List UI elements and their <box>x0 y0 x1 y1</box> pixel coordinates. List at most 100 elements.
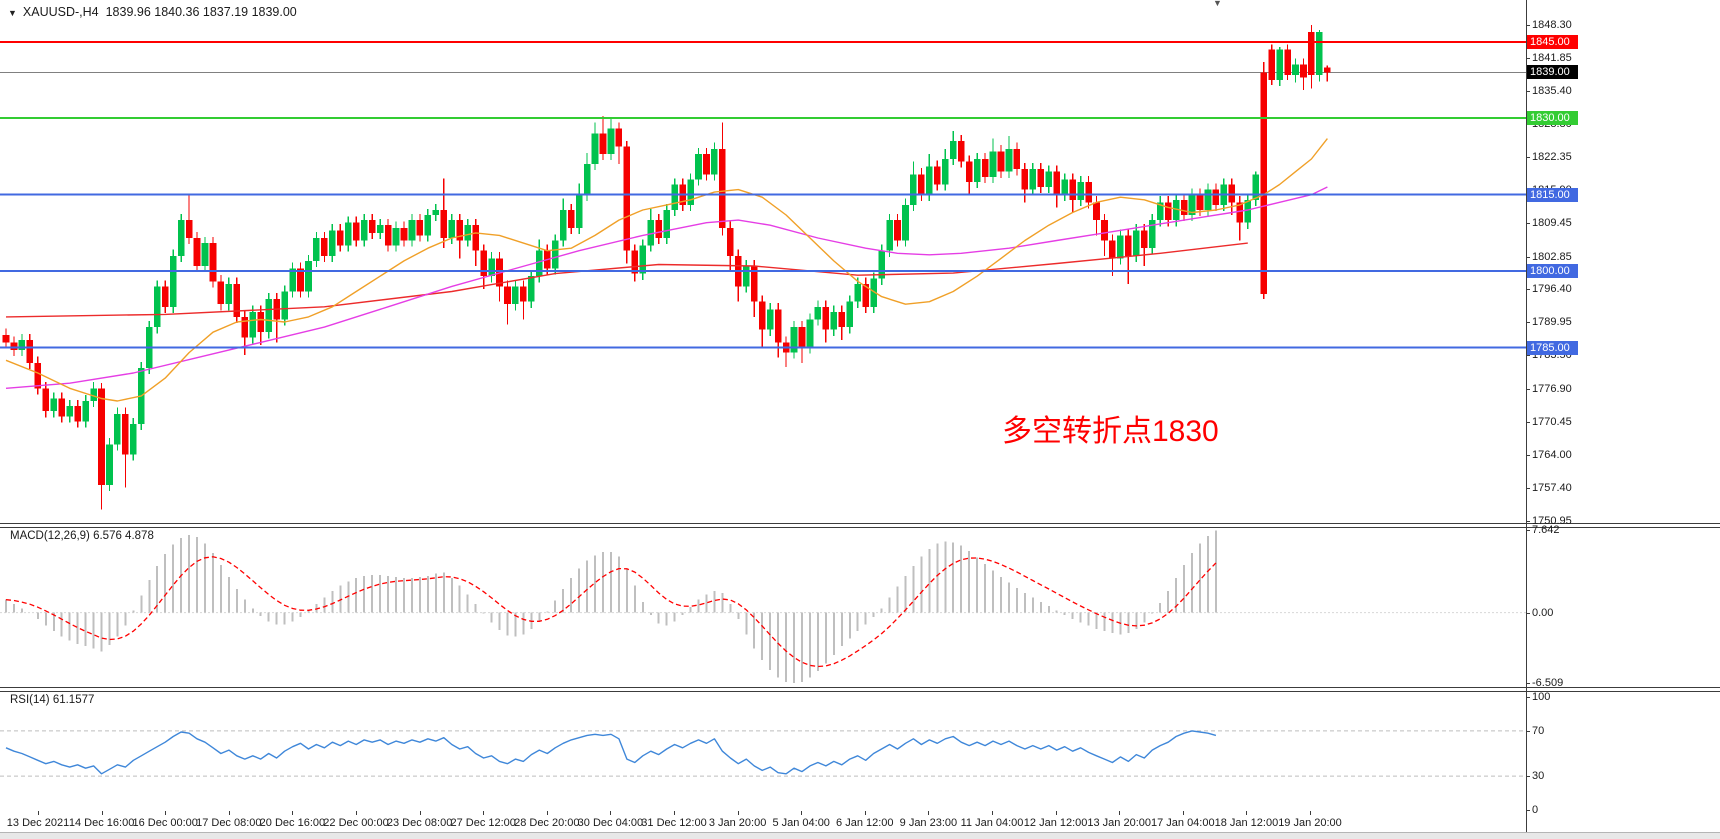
price-tick-label: 1809.45 <box>1532 216 1572 229</box>
time-tick-mark <box>1119 811 1121 815</box>
panel-separator[interactable] <box>0 523 1720 528</box>
macd-panel[interactable] <box>0 527 1526 687</box>
price-tick-mark <box>1526 388 1530 390</box>
time-tick-mark <box>546 811 548 815</box>
price-badge: 1800.00 <box>1527 264 1578 279</box>
rsi-tick-mark <box>1526 810 1530 811</box>
horizontal-level-line[interactable] <box>0 40 1526 43</box>
price-tick-label: 1764.00 <box>1532 448 1572 461</box>
current-price-line <box>0 71 1526 73</box>
chart-shift-marker-icon[interactable]: ▼ <box>1213 0 1222 8</box>
price-badge: 1815.00 <box>1527 187 1578 202</box>
price-badge: 1845.00 <box>1527 34 1578 49</box>
price-tick-label: 1757.40 <box>1532 482 1572 495</box>
time-label: 28 Dec 20:00 <box>514 817 580 829</box>
main-price-chart[interactable] <box>0 0 1526 523</box>
time-label: 19 Jan 20:00 <box>1278 817 1342 829</box>
price-tick-mark <box>1526 289 1530 291</box>
horizontal-level-line[interactable] <box>0 346 1526 349</box>
time-label: 12 Jan 12:00 <box>1023 817 1088 829</box>
time-label: 23 Dec 08:00 <box>386 817 453 829</box>
rsi-axis-label: 0 <box>1532 804 1539 816</box>
price-tick-label: 1802.85 <box>1532 250 1572 263</box>
time-label: 13 Dec 2021 <box>6 817 70 829</box>
time-tick-mark <box>483 811 485 815</box>
time-label: 18 Jan 12:00 <box>1214 817 1279 829</box>
price-tick-mark <box>1526 322 1530 324</box>
time-tick-mark <box>928 811 930 815</box>
time-tick-mark <box>1310 811 1311 815</box>
time-label: 20 Dec 16:00 <box>259 817 326 829</box>
time-tick-mark <box>674 811 675 815</box>
price-tick-label: 1770.45 <box>1532 415 1572 428</box>
price-tick-label: 1835.40 <box>1532 84 1572 97</box>
time-label: 22 Dec 00:00 <box>323 817 389 829</box>
time-label: 5 Jan 04:00 <box>772 817 830 829</box>
macd-tick-mark <box>1526 683 1530 684</box>
rsi-panel[interactable] <box>0 691 1526 811</box>
price-tick-mark <box>1526 256 1530 258</box>
moving-average <box>5 242 1248 318</box>
price-tick-mark <box>1526 157 1530 159</box>
price-tick-label: 1789.95 <box>1532 316 1572 329</box>
time-label: 17 Dec 08:00 <box>196 817 262 829</box>
macd-signal-line <box>5 556 1217 668</box>
time-axis[interactable]: 13 Dec 2021 14 Dec 16:00 16 Dec 00:00 17 De… <box>0 811 1720 832</box>
macd-axis-label: -6.509 <box>1532 677 1564 689</box>
ohlc-readout: 1839.96 1840.36 1837.19 1839.00 <box>105 5 297 19</box>
symbol-timeframe-label: XAUUSD-,H4 <box>22 5 99 19</box>
time-tick-mark <box>1055 811 1057 815</box>
horizontal-level-line[interactable] <box>0 117 1526 120</box>
time-tick-mark <box>292 811 294 815</box>
price-tick-mark <box>1526 355 1530 357</box>
time-label: 9 Jan 23:00 <box>899 817 958 829</box>
rsi-axis-label: 70 <box>1532 724 1545 737</box>
macd-axis-label: 0.00 <box>1532 606 1554 619</box>
time-tick-mark <box>165 811 167 815</box>
time-label: 6 Jan 12:00 <box>836 817 894 829</box>
time-label: 16 Dec 00:00 <box>132 817 198 829</box>
window-bottom-strip <box>0 832 1720 839</box>
time-label: 14 Dec 16:00 <box>68 817 135 829</box>
price-tick-label: 1841.85 <box>1532 51 1572 64</box>
time-tick-mark <box>801 811 803 815</box>
price-tick-label: 1822.35 <box>1532 151 1572 164</box>
price-tick-mark <box>1526 222 1530 224</box>
horizontal-level-line[interactable] <box>0 193 1526 196</box>
rsi-axis-label: 100 <box>1532 691 1551 703</box>
panel-separator[interactable] <box>0 687 1720 692</box>
time-tick-mark <box>737 811 739 815</box>
annotation-text: 多空转折点1830 <box>1002 415 1219 448</box>
rsi-axis-label: 30 <box>1532 770 1545 783</box>
price-tick-label: 1848.30 <box>1532 19 1572 31</box>
time-tick-mark <box>419 811 421 815</box>
time-label: 13 Jan 20:00 <box>1087 817 1151 829</box>
price-tick-mark <box>1526 488 1530 490</box>
rsi-line <box>5 730 1217 775</box>
price-tick-label: 1776.90 <box>1532 382 1572 395</box>
time-label: 31 Dec 12:00 <box>641 817 707 829</box>
time-label: 27 Dec 12:00 <box>450 817 516 829</box>
rsi-label: RSI(14) 61.1577 <box>10 694 95 706</box>
candles <box>2 25 1331 510</box>
time-tick-mark <box>101 811 103 815</box>
moving-average <box>5 186 1328 389</box>
time-tick-mark <box>1182 811 1184 815</box>
time-label: 11 Jan 04:00 <box>960 817 1024 829</box>
price-tick-label: 1796.40 <box>1532 283 1572 296</box>
chart-title: ▼ XAUUSD-,H4 1839.96 1840.36 1837.19 1839… <box>8 5 297 19</box>
time-tick-mark <box>610 811 612 815</box>
time-label: 17 Jan 04:00 <box>1150 817 1215 829</box>
rsi-tick-mark <box>1526 730 1530 732</box>
macd-tick-mark <box>1526 612 1530 614</box>
price-tick-mark <box>1526 421 1530 423</box>
time-tick-mark <box>992 811 993 815</box>
price-tick-mark <box>1526 454 1530 456</box>
price-axis-border <box>1526 0 1527 832</box>
price-badge: 1785.00 <box>1527 340 1578 355</box>
horizontal-level-line[interactable] <box>0 270 1526 273</box>
rsi-tick-mark <box>1526 697 1530 698</box>
macd-histogram <box>5 530 1217 683</box>
symbol-dropdown-icon[interactable]: ▼ <box>8 8 17 18</box>
